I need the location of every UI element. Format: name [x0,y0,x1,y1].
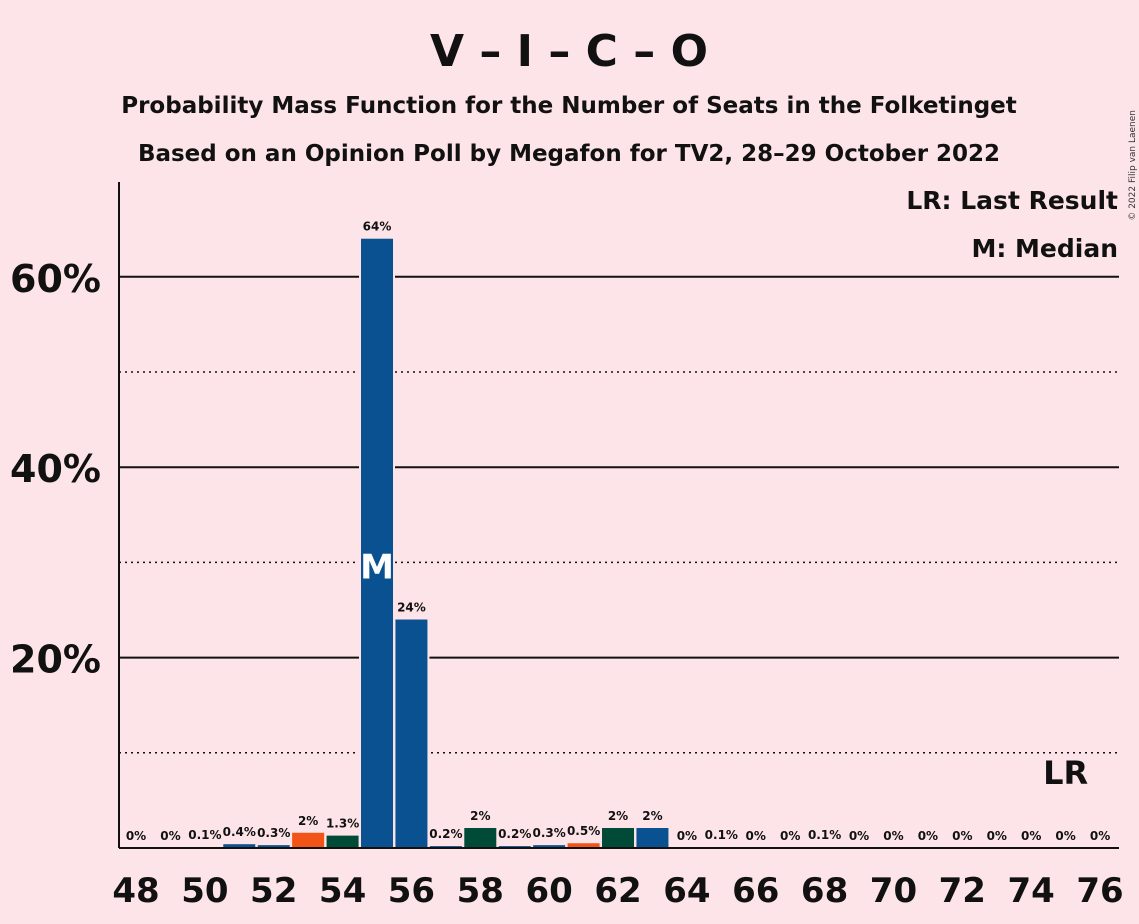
chart-title: V – I – C – O [430,26,708,77]
bar-value-label: 2% [608,809,628,823]
y-tick-label: 60% [10,257,101,301]
bar-value-label: 2% [642,809,662,823]
bar-seats-53 [292,832,325,848]
legend-median: M: Median [971,234,1118,263]
bar-value-label: 2% [470,809,490,823]
median-marker: M [360,547,394,587]
bar-seats-56 [395,619,428,848]
x-tick-label: 70 [870,871,917,911]
bar-value-label: 0.1% [188,828,221,842]
bar-seats-61 [567,843,600,848]
bar-value-label: 0.2% [429,827,462,841]
bar-seats-58 [464,828,497,848]
copyright-notice: © 2022 Filip van Laenen [1128,110,1138,221]
x-tick-label: 58 [457,871,504,911]
bar-value-label: 0% [1090,829,1110,843]
y-tick-label: 40% [10,447,101,491]
bar-value-label: 0.5% [567,824,600,838]
bar-seats-62 [602,828,635,848]
x-tick-label: 72 [939,871,986,911]
x-tick-label: 50 [181,871,228,911]
x-tick-label: 68 [801,871,848,911]
x-axis-tick-labels: 48 50 52 54 56 58 60 62 64 66 68 70 72 74 76 [112,871,1123,911]
markers: M LR [360,547,1088,792]
bar-value-label: 0% [952,829,972,843]
chart-subtitle-2: Based on an Opinion Poll by Megafon for … [138,141,1000,167]
bar-seats-51 [223,844,256,848]
bar-value-label: 24% [397,601,426,615]
x-tick-label: 54 [319,871,366,911]
x-tick-label: 48 [112,871,159,911]
bar-seats-55 [361,238,394,849]
x-tick-label: 52 [250,871,297,911]
bar-value-label: 0% [1055,829,1075,843]
last-result-marker: LR [1043,754,1088,792]
bar-value-label: 64% [363,220,392,234]
y-axis-tick-labels: 20% 40% 60% [10,257,101,682]
bar-value-label: 0% [677,829,697,843]
x-tick-label: 62 [594,871,641,911]
bar-value-label: 2% [298,814,318,828]
bar-value-label: 0% [780,829,800,843]
bar-value-label: 0% [746,829,766,843]
x-tick-label: 64 [663,871,710,911]
x-tick-label: 74 [1008,871,1055,911]
bar-value-label: 0% [849,829,869,843]
chart-subtitle-1: Probability Mass Function for the Number… [121,93,1017,119]
bar-value-label: 0% [918,829,938,843]
bar-value-label: 0.2% [498,827,531,841]
legend-last-result: LR: Last Result [906,186,1118,215]
bar-seats-52 [257,845,290,848]
bar-value-label: 0.3% [533,826,566,840]
bar-value-label: 0.1% [705,828,738,842]
bar-value-label: 0% [987,829,1007,843]
bar-value-label: 0% [883,829,903,843]
x-tick-label: 76 [1076,871,1123,911]
bar-value-label: 1.3% [326,817,359,831]
bar-value-labels: 0% 0% 0.1% 0.4% 0.3%2% 1.3%64%24%0.2%2%0.2% 0.… [126,220,1110,843]
gridlines [119,275,1119,754]
bars [188,238,841,849]
bar-seats-60 [533,845,566,848]
bar-value-label: 0.4% [223,825,256,839]
bar-value-label: 0% [126,829,146,843]
y-tick-label: 20% [10,638,101,682]
bar-value-label: 0% [160,829,180,843]
bar-seats-54 [326,835,359,848]
bar-value-label: 0.1% [808,828,841,842]
x-tick-label: 66 [732,871,779,911]
x-tick-label: 60 [525,871,572,911]
bar-value-label: 0.3% [257,826,290,840]
x-tick-label: 56 [388,871,435,911]
bar-value-label: 0% [1021,829,1041,843]
bar-seats-63 [636,828,669,848]
